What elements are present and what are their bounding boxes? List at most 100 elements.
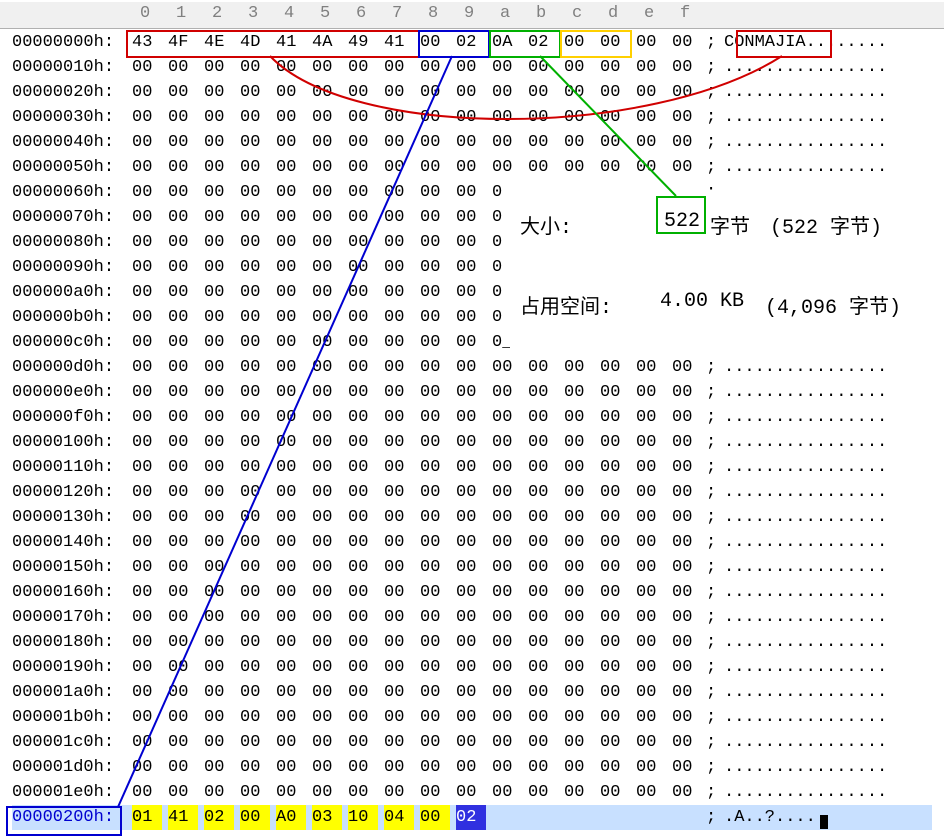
- hex-byte[interactable]: 00: [420, 755, 450, 780]
- hex-byte[interactable]: 00: [132, 555, 162, 580]
- hex-byte[interactable]: 00: [492, 630, 522, 655]
- hex-byte[interactable]: 00: [276, 780, 306, 805]
- hex-byte[interactable]: 00: [132, 280, 162, 305]
- hex-byte[interactable]: 00: [672, 505, 702, 530]
- hex-byte[interactable]: 00: [564, 580, 594, 605]
- hex-byte[interactable]: 00: [636, 580, 666, 605]
- hex-byte[interactable]: 00: [492, 730, 522, 755]
- hex-byte[interactable]: 00: [420, 405, 450, 430]
- hex-row[interactable]: 00000100h:000000000000000000000000000000…: [12, 430, 932, 455]
- hex-byte[interactable]: 00: [636, 455, 666, 480]
- hex-byte[interactable]: 00: [204, 580, 234, 605]
- hex-byte[interactable]: 00: [600, 555, 630, 580]
- hex-byte[interactable]: 00: [636, 555, 666, 580]
- hex-byte[interactable]: 00: [204, 705, 234, 730]
- hex-byte[interactable]: 00: [240, 55, 270, 80]
- hex-byte[interactable]: 00: [564, 130, 594, 155]
- hex-byte[interactable]: 00: [276, 105, 306, 130]
- hex-byte[interactable]: 00: [240, 505, 270, 530]
- hex-byte[interactable]: 00: [600, 105, 630, 130]
- hex-byte[interactable]: 00: [672, 780, 702, 805]
- hex-byte[interactable]: 00: [276, 305, 306, 330]
- hex-byte[interactable]: 00: [564, 505, 594, 530]
- hex-byte[interactable]: 00: [312, 80, 342, 105]
- hex-byte[interactable]: 00: [312, 330, 342, 355]
- hex-byte[interactable]: 00: [384, 330, 414, 355]
- hex-byte[interactable]: 00: [384, 605, 414, 630]
- hex-byte[interactable]: 00: [600, 730, 630, 755]
- hex-row[interactable]: 000001b0h:000000000000000000000000000000…: [12, 705, 932, 730]
- hex-byte[interactable]: 00: [168, 130, 198, 155]
- ascii-text[interactable]: ................: [724, 480, 887, 505]
- hex-byte[interactable]: 00: [456, 330, 486, 355]
- hex-byte[interactable]: 00: [348, 455, 378, 480]
- hex-byte[interactable]: 00: [132, 480, 162, 505]
- hex-byte[interactable]: 00: [456, 55, 486, 80]
- hex-byte[interactable]: 00: [276, 180, 306, 205]
- hex-byte[interactable]: 00: [204, 680, 234, 705]
- hex-byte[interactable]: 00: [528, 655, 558, 680]
- hex-byte[interactable]: 00: [600, 480, 630, 505]
- hex-byte[interactable]: 00: [636, 730, 666, 755]
- hex-byte[interactable]: 00: [240, 455, 270, 480]
- hex-row[interactable]: 00000020h:000000000000000000000000000000…: [12, 80, 932, 105]
- hex-byte[interactable]: 00: [348, 430, 378, 455]
- hex-byte[interactable]: 00: [168, 555, 198, 580]
- hex-byte[interactable]: 00: [168, 655, 198, 680]
- hex-byte[interactable]: 00: [168, 730, 198, 755]
- hex-byte[interactable]: 00: [168, 230, 198, 255]
- hex-byte[interactable]: 00: [348, 380, 378, 405]
- hex-byte[interactable]: 00: [168, 455, 198, 480]
- hex-byte[interactable]: 00: [168, 630, 198, 655]
- hex-byte[interactable]: 04: [384, 805, 414, 830]
- hex-byte[interactable]: 00: [528, 130, 558, 155]
- hex-byte[interactable]: 00: [456, 130, 486, 155]
- hex-byte[interactable]: 00: [384, 730, 414, 755]
- hex-byte[interactable]: 00: [240, 305, 270, 330]
- hex-byte[interactable]: 00: [420, 330, 450, 355]
- hex-byte[interactable]: 00: [240, 755, 270, 780]
- hex-byte[interactable]: 00: [528, 605, 558, 630]
- hex-byte[interactable]: 00: [420, 105, 450, 130]
- hex-byte[interactable]: 00: [420, 455, 450, 480]
- hex-byte[interactable]: 00: [276, 655, 306, 680]
- hex-byte[interactable]: 00: [456, 430, 486, 455]
- ascii-text[interactable]: ................: [724, 505, 887, 530]
- hex-byte[interactable]: 00: [312, 205, 342, 230]
- hex-byte[interactable]: 00: [420, 130, 450, 155]
- hex-byte[interactable]: 00: [312, 755, 342, 780]
- hex-byte[interactable]: 00: [492, 655, 522, 680]
- hex-byte[interactable]: 00: [276, 330, 306, 355]
- hex-byte[interactable]: 00: [564, 405, 594, 430]
- hex-byte[interactable]: 00: [672, 555, 702, 580]
- hex-byte[interactable]: 00: [528, 405, 558, 430]
- hex-byte[interactable]: 00: [384, 355, 414, 380]
- hex-byte[interactable]: 00: [636, 505, 666, 530]
- hex-byte[interactable]: 00: [600, 55, 630, 80]
- hex-byte[interactable]: 00: [564, 105, 594, 130]
- hex-byte[interactable]: 00: [384, 280, 414, 305]
- hex-byte[interactable]: 00: [276, 480, 306, 505]
- hex-byte[interactable]: 00: [312, 130, 342, 155]
- hex-byte[interactable]: 00: [528, 455, 558, 480]
- hex-byte[interactable]: 00: [456, 705, 486, 730]
- hex-byte[interactable]: 00: [312, 530, 342, 555]
- hex-byte[interactable]: 00: [492, 680, 522, 705]
- hex-byte[interactable]: 00: [600, 405, 630, 430]
- hex-byte[interactable]: 00: [240, 280, 270, 305]
- hex-byte[interactable]: 00: [456, 80, 486, 105]
- ascii-text[interactable]: ................: [724, 680, 887, 705]
- ascii-text[interactable]: ................: [724, 730, 887, 755]
- hex-byte[interactable]: 00: [348, 55, 378, 80]
- hex-byte[interactable]: 00: [492, 430, 522, 455]
- hex-byte[interactable]: 00: [564, 55, 594, 80]
- hex-byte[interactable]: 00: [672, 130, 702, 155]
- hex-byte[interactable]: 00: [240, 405, 270, 430]
- hex-byte[interactable]: 00: [420, 255, 450, 280]
- hex-byte[interactable]: 00: [528, 505, 558, 530]
- hex-row-selected[interactable]: 00000200h:01410200A00310040002;.A..?....…: [12, 805, 932, 830]
- hex-byte[interactable]: 00: [348, 305, 378, 330]
- hex-byte[interactable]: 00: [168, 780, 198, 805]
- hex-byte[interactable]: 00: [420, 805, 450, 830]
- hex-byte[interactable]: 00: [456, 280, 486, 305]
